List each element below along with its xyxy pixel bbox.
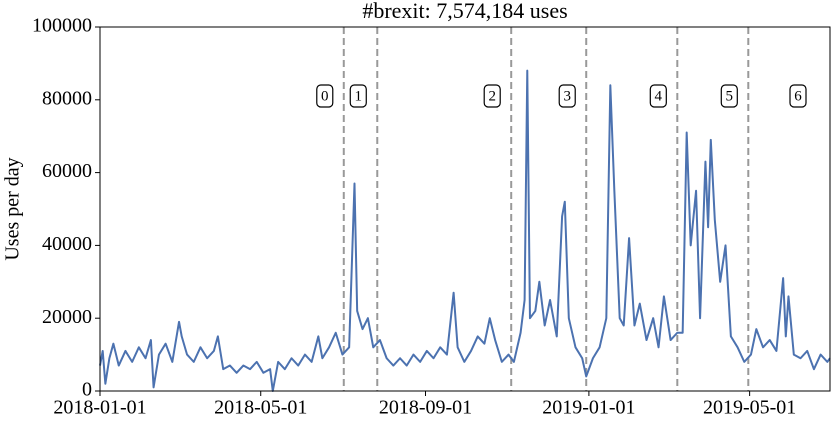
period-label-box (316, 84, 334, 108)
period-label-box (558, 84, 576, 108)
x-tick-label: 2018-05-01 (214, 397, 307, 419)
period-label: 6 (794, 88, 802, 104)
plot-frame (99, 26, 831, 392)
period-label-box (483, 84, 501, 108)
y-tick-label: 100000 (32, 15, 92, 37)
y-tick-label: 80000 (42, 87, 92, 109)
chart-title: #brexit: 7,574,184 uses (362, 0, 567, 23)
y-axis-label: Uses per day (2, 157, 24, 260)
period-label-box (789, 84, 807, 108)
x-tick-label: 2019-01-01 (542, 397, 635, 419)
x-tick-label: 2019-05-01 (703, 397, 796, 419)
period-label: 1 (355, 88, 363, 104)
period-label: 3 (563, 88, 571, 104)
period-label-box (720, 84, 738, 108)
period-label: 2 (488, 88, 496, 104)
y-tick-label: 60000 (42, 160, 92, 182)
period-label: 0 (321, 88, 329, 104)
x-tick-label: 2018-09-01 (379, 397, 472, 419)
period-label: 5 (726, 88, 734, 104)
y-tick-label: 40000 (42, 233, 92, 255)
y-tick-label: 0 (82, 379, 92, 401)
period-label: 4 (655, 88, 663, 104)
y-tick-label: 20000 (42, 306, 92, 328)
period-label-box (349, 84, 367, 108)
x-tick-label: 2018-01-01 (53, 397, 146, 419)
data-line (99, 69, 831, 392)
period-label-box (649, 84, 667, 108)
